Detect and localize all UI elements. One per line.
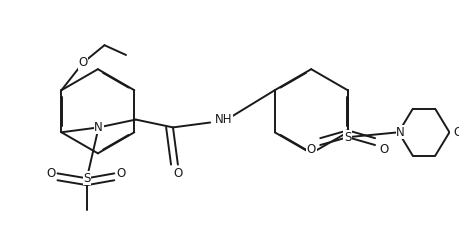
Text: O: O	[78, 56, 87, 69]
Text: S: S	[343, 131, 351, 144]
Text: O: O	[116, 167, 125, 180]
Text: N: N	[94, 121, 103, 134]
Text: S: S	[83, 172, 90, 185]
Text: N: N	[395, 126, 404, 139]
Text: O: O	[173, 167, 182, 180]
Text: O: O	[46, 167, 55, 180]
Text: O: O	[378, 143, 388, 156]
Text: O: O	[453, 126, 459, 139]
Text: O: O	[306, 143, 315, 156]
Text: NH: NH	[215, 113, 232, 126]
